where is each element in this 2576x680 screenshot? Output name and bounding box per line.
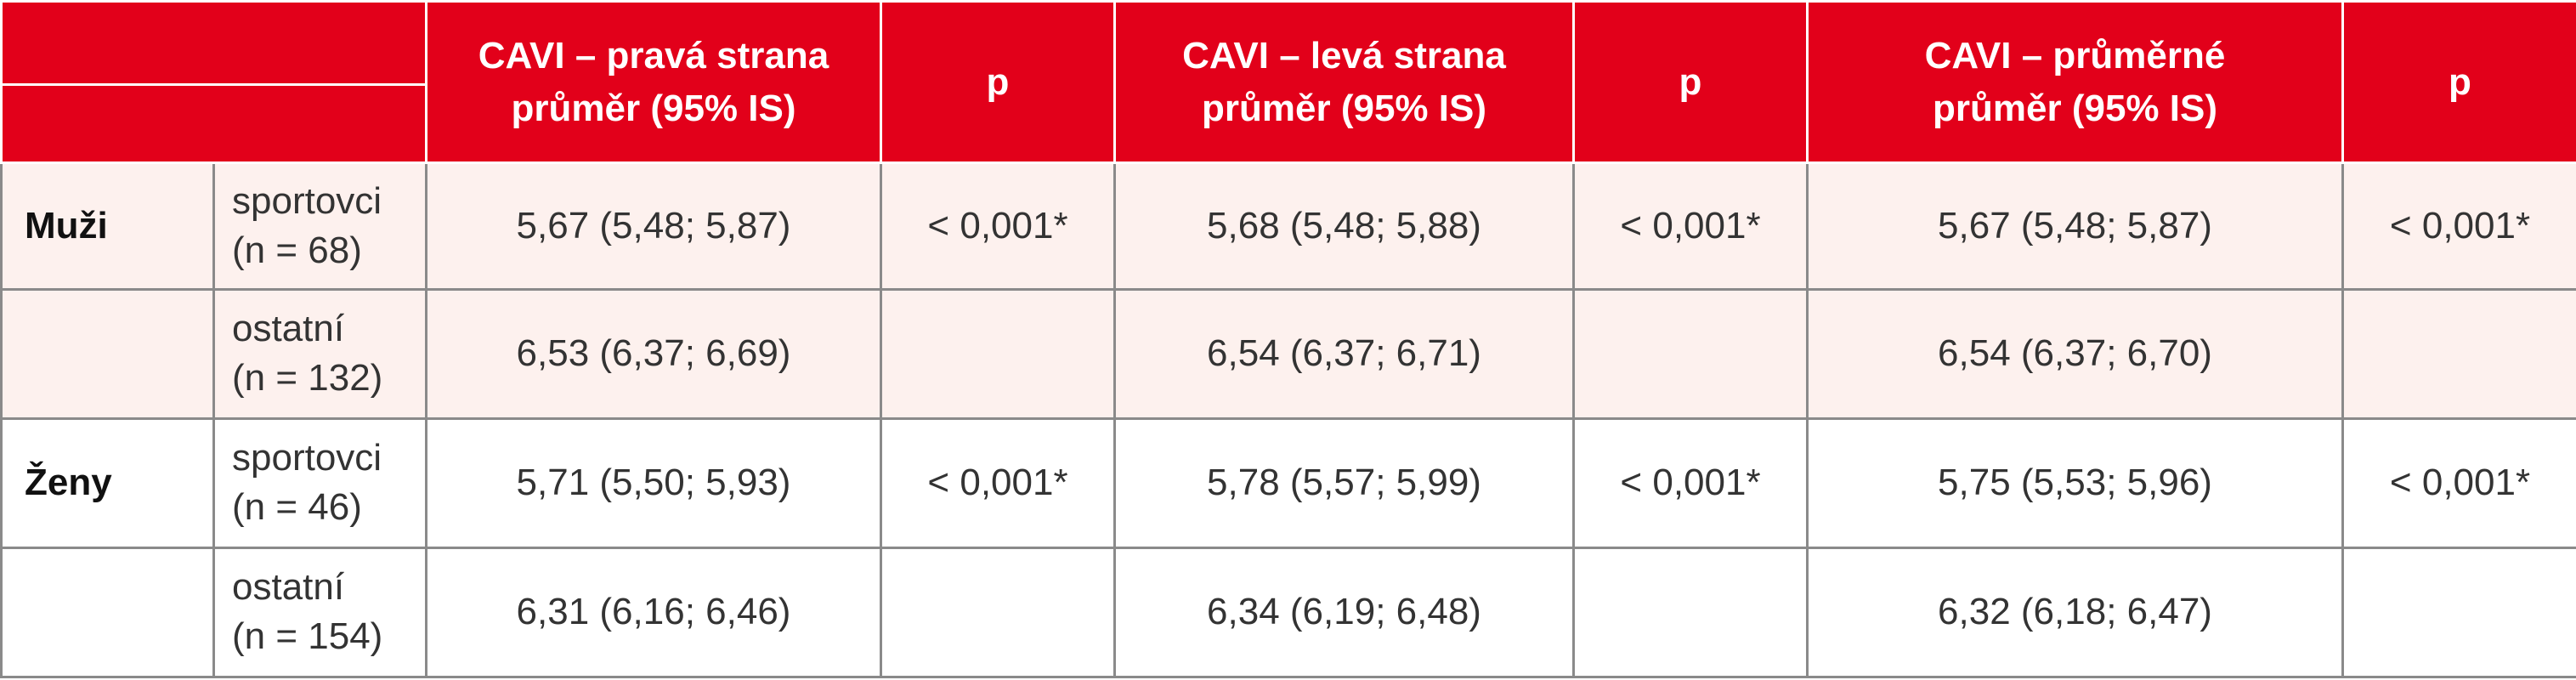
header-p-average-label: p <box>2449 60 2471 103</box>
header-row-2 <box>0 83 2576 164</box>
subgroup-name: ostatní <box>232 566 345 609</box>
cell-p-right <box>880 546 1116 679</box>
cell-cavi-left: 5,78 (5,57; 5,99) <box>1113 416 1575 549</box>
table-row: ostatní (n = 154) 6,31 (6,16; 6,46) 6,34… <box>0 546 2576 679</box>
cell-p-left <box>1572 546 1809 679</box>
header-p-left-label: p <box>1679 60 1702 103</box>
subgroup-count: (n = 68) <box>232 229 362 271</box>
group-label <box>0 546 215 679</box>
cell-p-average: < 0,001* <box>2341 416 2576 549</box>
cell-cavi-right: 6,31 (6,16; 6,46) <box>425 546 882 679</box>
header-cavi-left-line2: průměr (95% IS) <box>1202 87 1486 129</box>
cell-cavi-left: 5,68 (5,48; 5,88) <box>1113 162 1575 291</box>
subgroup-name: ostatní <box>232 308 345 350</box>
subgroup-label: sportovci (n = 68) <box>212 162 427 291</box>
cell-p-average <box>2341 287 2576 420</box>
group-label <box>0 287 215 420</box>
subgroup-count: (n = 46) <box>232 486 362 529</box>
header-p-right-label: p <box>986 60 1010 103</box>
header-cavi-left-line1: CAVI – levá strana <box>1182 34 1506 76</box>
cell-cavi-average: 5,75 (5,53; 5,96) <box>1806 416 2344 549</box>
subgroup-label: ostatní (n = 154) <box>212 546 427 679</box>
subgroup-name: sportovci <box>232 179 382 222</box>
cell-cavi-average: 6,32 (6,18; 6,47) <box>1806 546 2344 679</box>
cell-p-right <box>880 287 1116 420</box>
header-p-average: p <box>2341 0 2576 164</box>
header-row-1: CAVI – pravá strana průměr (95% IS) p CA… <box>0 0 2576 164</box>
header-p-right: p <box>880 0 1116 164</box>
header-blank-bottom <box>0 83 427 164</box>
cell-cavi-right: 6,53 (6,37; 6,69) <box>425 287 882 420</box>
table-row: ostatní (n = 132) 6,53 (6,37; 6,69) 6,54… <box>0 287 2576 420</box>
header-blank-top <box>0 0 427 86</box>
cell-p-right: < 0,001* <box>880 162 1116 291</box>
group-label: Ženy <box>0 416 215 549</box>
cell-p-right: < 0,001* <box>880 416 1116 549</box>
cell-cavi-right: 5,67 (5,48; 5,87) <box>425 162 882 291</box>
cell-p-average: < 0,001* <box>2341 162 2576 291</box>
cell-cavi-left: 6,34 (6,19; 6,48) <box>1113 546 1575 679</box>
group-label: Muži <box>0 162 215 291</box>
cell-p-left: < 0,001* <box>1572 416 1809 549</box>
header-cavi-right-line2: průměr (95% IS) <box>511 87 796 129</box>
header-cavi-average-line1: CAVI – průměrné <box>1924 34 2226 76</box>
table-row: Ženy sportovci (n = 46) 5,71 (5,50; 5,93… <box>0 416 2576 549</box>
subgroup-name: sportovci <box>232 437 382 479</box>
header-cavi-left: CAVI – levá strana průměr (95% IS) <box>1113 0 1575 164</box>
header-cavi-right-line1: CAVI – pravá strana <box>478 34 829 76</box>
subgroup-count: (n = 132) <box>232 357 383 400</box>
cell-cavi-average: 5,67 (5,48; 5,87) <box>1806 162 2344 291</box>
cell-p-average <box>2341 546 2576 679</box>
cell-p-left: < 0,001* <box>1572 162 1809 291</box>
header-p-left: p <box>1572 0 1809 164</box>
cell-cavi-right: 5,71 (5,50; 5,93) <box>425 416 882 549</box>
subgroup-label: ostatní (n = 132) <box>212 287 427 420</box>
table-row: Muži sportovci (n = 68) 5,67 (5,48; 5,87… <box>0 162 2576 291</box>
header-cavi-average-line2: průměr (95% IS) <box>1933 87 2217 129</box>
header-cavi-average: CAVI – průměrné průměr (95% IS) <box>1806 0 2344 164</box>
cell-p-left <box>1572 287 1809 420</box>
header-cavi-right: CAVI – pravá strana průměr (95% IS) <box>425 0 882 164</box>
subgroup-label: sportovci (n = 46) <box>212 416 427 549</box>
subgroup-count: (n = 154) <box>232 615 383 658</box>
cell-cavi-left: 6,54 (6,37; 6,71) <box>1113 287 1575 420</box>
cell-cavi-average: 6,54 (6,37; 6,70) <box>1806 287 2344 420</box>
